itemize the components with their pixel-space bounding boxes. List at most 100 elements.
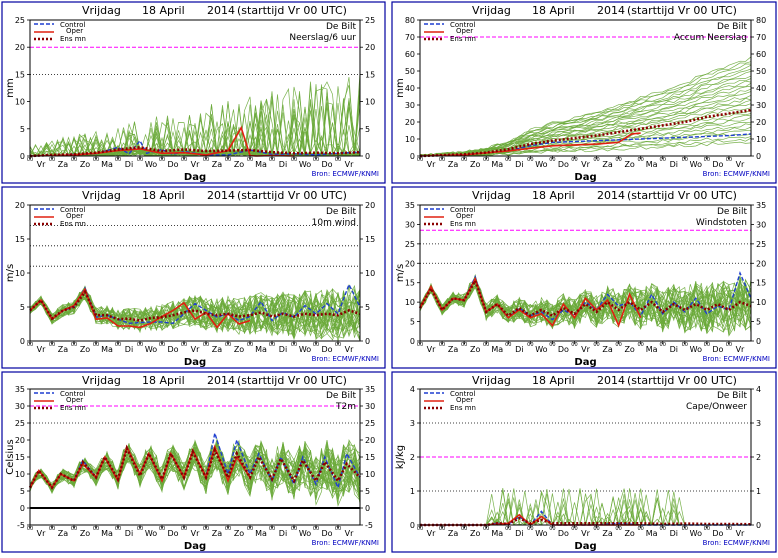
y-tick-label: 80 bbox=[405, 16, 415, 25]
x-day-label: Di bbox=[515, 529, 523, 538]
header-year: 2014 bbox=[207, 374, 235, 387]
y-tick-label: 20 bbox=[15, 201, 25, 210]
x-tick-hour: 00 bbox=[726, 526, 732, 532]
y-axis-label: m/s bbox=[395, 264, 406, 282]
ens-mean-line bbox=[420, 516, 752, 527]
x-tick-hour: 00 bbox=[159, 526, 165, 532]
legend-ens-label: Ens mn bbox=[450, 35, 476, 43]
x-tick-hour: 00 bbox=[313, 342, 319, 348]
x-tick-hour: 00 bbox=[181, 342, 187, 348]
x-tick-hour: 00 bbox=[682, 342, 688, 348]
y-tick-label: 5 bbox=[20, 487, 25, 496]
x-day-label: Wo bbox=[145, 345, 157, 354]
x-tick-hour: 00 bbox=[461, 342, 467, 348]
x-day-label: Zo bbox=[470, 529, 480, 538]
y-tick-label: 2 bbox=[410, 453, 415, 462]
y-tick-label: 5 bbox=[365, 487, 370, 496]
y-tick-label: 5 bbox=[365, 125, 370, 134]
y-tick-label: 30 bbox=[405, 101, 415, 110]
x-day-label: Za bbox=[212, 160, 222, 169]
x-day-label: Di bbox=[670, 160, 678, 169]
x-tick-hour: 00 bbox=[137, 526, 143, 532]
x-day-label: Do bbox=[321, 529, 332, 538]
x-tick-hour: 00 bbox=[549, 157, 555, 163]
x-tick-hour: 00 bbox=[726, 157, 732, 163]
header-weekday: Vrijdag bbox=[472, 4, 511, 17]
y-tick-label: 20 bbox=[405, 259, 415, 268]
legend-ens-label: Ens mn bbox=[60, 35, 86, 43]
x-tick-hour: 00 bbox=[269, 157, 275, 163]
legend-oper-label: Oper bbox=[456, 396, 473, 404]
legend-ens-label: Ens mn bbox=[60, 404, 86, 412]
y-tick-label: 5 bbox=[365, 303, 370, 312]
legend-control-label: Control bbox=[60, 390, 85, 398]
x-tick-hour: 00 bbox=[93, 157, 99, 163]
source-label: Bron: ECMWF/KNMI bbox=[703, 539, 770, 547]
y-tick-label: 5 bbox=[756, 318, 761, 327]
x-day-label: Di bbox=[125, 529, 133, 538]
station-label: De Bilt bbox=[717, 22, 748, 32]
x-tick-hour: 00 bbox=[593, 342, 599, 348]
x-tick-hour: 00 bbox=[93, 526, 99, 532]
x-tick-hour: 00 bbox=[27, 342, 33, 348]
legend-oper-label: Oper bbox=[456, 212, 473, 220]
panel-frame bbox=[391, 186, 777, 369]
x-day-label: Ma bbox=[101, 529, 113, 538]
ensemble-member-line bbox=[29, 441, 361, 495]
x-day-label: Di bbox=[515, 345, 523, 354]
header-weekday: Vrijdag bbox=[82, 4, 121, 17]
x-day-label: Vr bbox=[736, 160, 745, 169]
x-day-label: Zo bbox=[470, 160, 480, 169]
x-day-label: Do bbox=[167, 529, 178, 538]
x-day-label: Vr bbox=[191, 345, 200, 354]
x-tick-hour: 00 bbox=[461, 526, 467, 532]
y-tick-label: 15 bbox=[365, 235, 375, 244]
x-day-label: Vr bbox=[191, 160, 200, 169]
x-day-label: Do bbox=[558, 160, 569, 169]
x-tick-hour: 00 bbox=[137, 157, 143, 163]
y-tick-label: 3 bbox=[410, 419, 415, 428]
y-tick-label: 30 bbox=[756, 101, 766, 110]
y-tick-label: 70 bbox=[405, 33, 415, 42]
x-day-label: Do bbox=[712, 529, 723, 538]
ensemble-member-line bbox=[419, 99, 752, 157]
legend-oper-label: Oper bbox=[66, 396, 83, 404]
source-label: Bron: ECMWF/KNMI bbox=[703, 170, 770, 178]
y-tick-label: 1 bbox=[756, 487, 761, 496]
x-tick-hour: 00 bbox=[615, 157, 621, 163]
y-tick-label: 10 bbox=[15, 269, 25, 278]
y-tick-label: 4 bbox=[756, 385, 761, 394]
x-day-label: Za bbox=[58, 529, 68, 538]
legend-control-label: Control bbox=[60, 206, 85, 214]
y-tick-label: 0 bbox=[365, 152, 370, 161]
y-tick-label: 40 bbox=[756, 84, 766, 93]
ensemble-member-line bbox=[420, 64, 752, 157]
x-day-label: Zo bbox=[80, 529, 90, 538]
x-tick-hour: 00 bbox=[439, 157, 445, 163]
x-tick-hour: 00 bbox=[335, 342, 341, 348]
x-tick-hour: 00 bbox=[225, 157, 231, 163]
x-day-label: Wo bbox=[145, 160, 157, 169]
chart-title: Windstoten bbox=[696, 218, 747, 228]
panel-accum: Vrijdag 18 April 2014 (starttijd Vr 00 UTC)… bbox=[391, 1, 777, 184]
x-day-label: Wo bbox=[535, 529, 547, 538]
y-tick-label: -5 bbox=[365, 521, 373, 530]
x-day-label: Wo bbox=[299, 529, 311, 538]
y-axis-label: Celsius bbox=[5, 439, 16, 474]
station-label: De Bilt bbox=[326, 391, 357, 401]
x-day-label: Wo bbox=[145, 529, 157, 538]
x-day-label: Za bbox=[212, 345, 222, 354]
x-day-label: Za bbox=[602, 160, 612, 169]
x-tick-hour: 00 bbox=[527, 157, 533, 163]
header-run: (starttijd Vr 00 UTC) bbox=[237, 189, 347, 202]
x-tick-hour: 00 bbox=[637, 157, 643, 163]
x-day-label: Wo bbox=[535, 345, 547, 354]
plot-area bbox=[419, 204, 752, 342]
x-tick-hour: 00 bbox=[203, 526, 209, 532]
x-tick-hour: 00 bbox=[269, 342, 275, 348]
chart-title: Accum Neerslag bbox=[674, 33, 747, 43]
x-day-label: Do bbox=[558, 529, 569, 538]
x-tick-hour: 00 bbox=[483, 526, 489, 532]
x-day-label: Vr bbox=[37, 160, 46, 169]
x-tick-hour: 00 bbox=[439, 342, 445, 348]
